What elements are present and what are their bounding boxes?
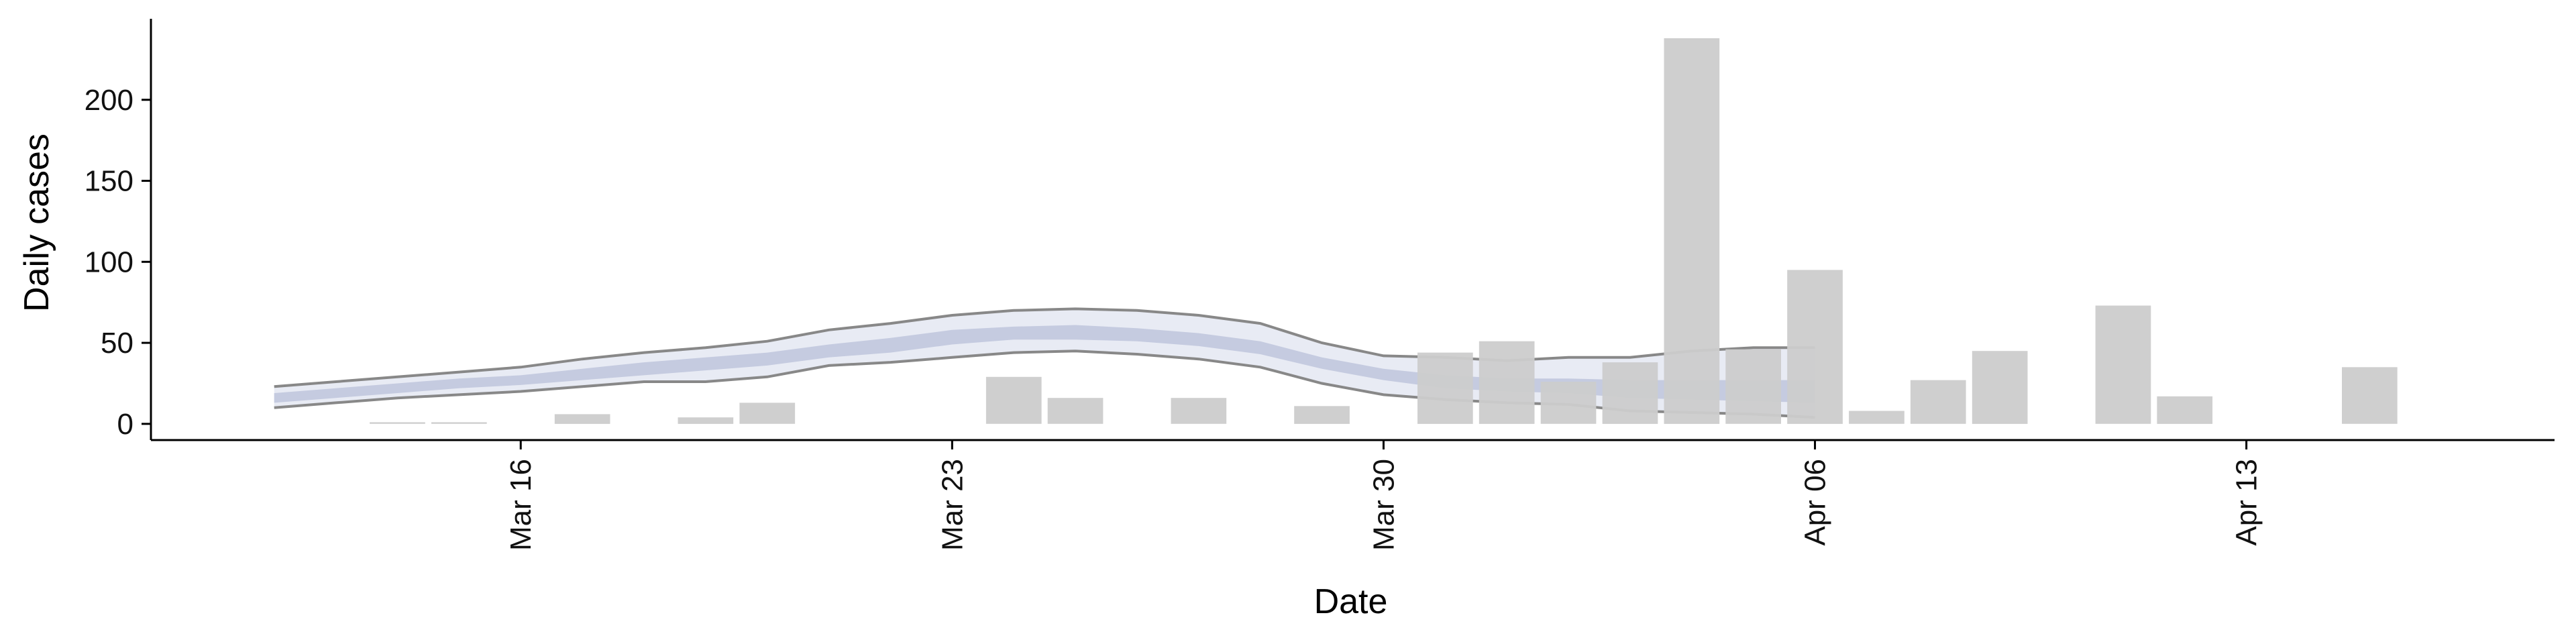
bar (1417, 352, 1473, 424)
bar (1664, 38, 1720, 424)
bar (1479, 341, 1535, 424)
bar (1849, 411, 1904, 424)
x-tick-label: Mar 16 (504, 459, 537, 551)
x-tick-label: Mar 23 (936, 459, 969, 551)
bar (2157, 396, 2213, 424)
y-axis-title: Daily cases (17, 133, 56, 312)
x-tick-label: Apr 06 (1799, 459, 1832, 546)
x-tick-label: Mar 30 (1367, 459, 1400, 551)
y-ticks: 0 50 100 150 200 (85, 84, 151, 441)
bar (2342, 367, 2398, 424)
y-tick-label: 200 (85, 84, 133, 117)
bar-layer (370, 38, 2398, 424)
bar (1910, 380, 1966, 424)
bar (1294, 406, 1350, 424)
bar (431, 422, 487, 424)
x-axis-title: Date (1314, 582, 1388, 621)
bar (1725, 349, 1781, 424)
bar (1972, 351, 2028, 424)
band-upper-line (274, 307, 1815, 388)
y-tick-label: 50 (101, 327, 133, 360)
bar (985, 376, 1042, 424)
axis-layer (150, 19, 2555, 441)
y-tick-label: 150 (85, 165, 133, 198)
bar (1047, 398, 1104, 424)
bar (1171, 398, 1227, 424)
x-ticks: Mar 16 Mar 23 Mar 30 Apr 06 Apr 13 (504, 440, 2263, 551)
bar (2095, 305, 2151, 424)
bar (370, 422, 425, 424)
bar (1787, 270, 1843, 424)
bar (739, 402, 796, 424)
bar (1602, 362, 1658, 424)
bar (554, 414, 610, 424)
bar (1540, 382, 1597, 424)
y-tick-label: 100 (85, 246, 133, 278)
bar (678, 417, 734, 424)
x-tick-label: Apr 13 (2231, 459, 2263, 546)
y-tick-label: 0 (117, 408, 133, 441)
